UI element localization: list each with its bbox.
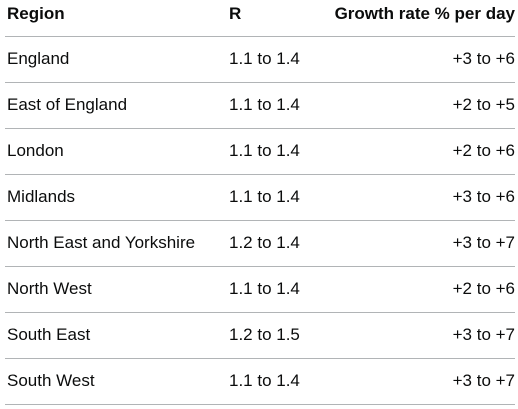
table-row: Midlands 1.1 to 1.4 +3 to +6 [5,174,515,221]
r-growth-table: Region R Growth rate % per day England 1… [5,0,515,405]
cell-region: East of England [5,82,227,129]
cell-r: 1.1 to 1.4 [227,128,319,175]
cell-r: 1.1 to 1.4 [227,36,319,83]
header-region: Region [5,0,227,37]
table-header-row: Region R Growth rate % per day [5,0,515,37]
header-r: R [227,0,319,37]
cell-growth: +3 to +7 [319,220,515,267]
table-row: North West 1.1 to 1.4 +2 to +6 [5,266,515,313]
cell-region: London [5,128,227,175]
cell-region: North West [5,266,227,313]
cell-growth: +2 to +5 [319,82,515,129]
cell-growth: +3 to +7 [319,312,515,359]
cell-r: 1.1 to 1.4 [227,174,319,221]
table-row: South West 1.1 to 1.4 +3 to +7 [5,358,515,405]
cell-r: 1.2 to 1.5 [227,312,319,359]
table-row: London 1.1 to 1.4 +2 to +6 [5,128,515,175]
table-row: South East 1.2 to 1.5 +3 to +7 [5,312,515,359]
cell-growth: +3 to +6 [319,174,515,221]
cell-growth: +2 to +6 [319,266,515,313]
header-growth-rate: Growth rate % per day [319,0,515,37]
cell-region: Midlands [5,174,227,221]
cell-growth: +2 to +6 [319,128,515,175]
table-row: East of England 1.1 to 1.4 +2 to +5 [5,82,515,129]
cell-region: North East and Yorkshire [5,220,227,267]
cell-r: 1.1 to 1.4 [227,82,319,129]
cell-r: 1.1 to 1.4 [227,266,319,313]
cell-region: South East [5,312,227,359]
cell-r: 1.2 to 1.4 [227,220,319,267]
cell-r: 1.1 to 1.4 [227,358,319,405]
cell-region: England [5,36,227,83]
cell-region: South West [5,358,227,405]
cell-growth: +3 to +7 [319,358,515,405]
table-row: North East and Yorkshire 1.2 to 1.4 +3 t… [5,220,515,267]
table-row: England 1.1 to 1.4 +3 to +6 [5,36,515,83]
cell-growth: +3 to +6 [319,36,515,83]
